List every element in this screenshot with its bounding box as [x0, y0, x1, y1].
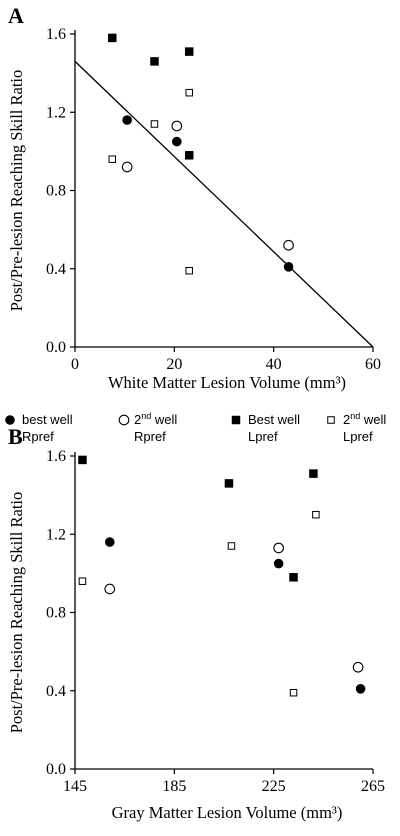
data-point-filled-circle	[122, 115, 132, 125]
x-tick-label: 185	[162, 778, 186, 795]
y-tick-label: 1.2	[46, 104, 66, 121]
data-point-filled-circle	[172, 136, 182, 147]
x-tick-label: 225	[262, 778, 286, 795]
data-point-filled-square	[224, 479, 234, 488]
y-tick-label: 0.4	[46, 261, 66, 278]
legend: best well Rpref 2nd well Rpref Best well Lpre…	[5, 411, 386, 444]
data-point-filled-square	[108, 33, 117, 43]
data-point-open-square	[227, 542, 236, 550]
data-point-open-circle	[104, 583, 116, 595]
chart-panel-a: A 0.0 0.4 0.8 1.2 1.6 0 20 40 60 White Matter Lesi…	[7, 3, 381, 392]
legend-label-line2: Rpref	[134, 429, 166, 444]
x-tick-label: 40	[266, 356, 282, 373]
data-point-filled-circle	[283, 261, 294, 272]
data-point-filled-circle	[104, 537, 115, 547]
x-axis-title: Gray Matter Lesion Volume (mm³)	[112, 803, 343, 822]
y-tick-label: 0.0	[46, 339, 66, 356]
data-point-open-circle	[171, 120, 183, 132]
panel-letter: B	[8, 424, 23, 449]
data-point-open-circle	[283, 239, 294, 251]
data-point-filled-circle	[273, 558, 284, 569]
y-tick-label: 1.2	[46, 526, 66, 543]
x-tick-label: 20	[166, 356, 182, 373]
data-point-open-square	[108, 155, 116, 163]
data-point-filled-circle	[355, 683, 366, 694]
data-point-filled-square	[184, 47, 194, 56]
y-axis-title: Post/Pre-lesion Reaching Skill Ratio	[7, 492, 26, 734]
chart-panel-b: B 0.0 0.4 0.8 1.2 1.6 145 185 225 265 Gray Matter …	[5, 411, 386, 822]
legend-label: Best well	[248, 412, 300, 427]
legend-label-line2: Rpref	[22, 429, 54, 444]
data-point-filled-square	[289, 573, 298, 582]
legend-marker-filled-circle	[5, 415, 15, 425]
y-tick-label: 1.6	[46, 448, 66, 465]
legend-label-line2: Lpref	[343, 429, 373, 444]
data-point-open-square	[78, 577, 87, 585]
y-tick-label: 0.8	[46, 605, 66, 622]
y-axis-title: Post/Pre-lesion Reaching Skill Ratio	[7, 70, 26, 312]
panel-letter: A	[8, 3, 24, 28]
y-tick-label: 1.6	[46, 26, 66, 43]
x-tick-label: 0	[71, 356, 79, 373]
data-point-open-square	[185, 266, 193, 275]
legend-marker-open-square	[327, 416, 335, 424]
data-point-open-square	[150, 120, 159, 128]
data-point-filled-square	[184, 151, 194, 160]
data-point-filled-square	[78, 455, 87, 465]
data-point-filled-square	[309, 469, 318, 478]
data-point-open-square	[312, 510, 320, 519]
x-axis-title: White Matter Lesion Volume (mm³)	[108, 373, 346, 392]
regression-line	[74, 60, 374, 348]
legend-label: best well	[22, 412, 73, 427]
y-tick-label: 0.0	[46, 761, 66, 778]
data-point-open-circle	[121, 161, 133, 173]
data-point-filled-square	[150, 57, 159, 66]
legend-marker-filled-square	[231, 415, 241, 425]
legend-label: 2nd well	[134, 411, 177, 427]
legend-marker-open-circle	[118, 414, 130, 426]
y-tick-label: 0.4	[46, 683, 66, 700]
data-point-open-circle	[273, 542, 284, 554]
legend-label: 2nd well	[343, 411, 386, 427]
y-tick-label: 0.8	[46, 183, 66, 200]
x-tick-label: 145	[63, 778, 87, 795]
legend-label-line2: Lpref	[248, 429, 278, 444]
data-point-open-circle	[352, 661, 364, 673]
data-point-open-square	[185, 88, 193, 97]
x-tick-label: 60	[365, 356, 381, 373]
x-tick-label: 265	[361, 778, 385, 795]
data-point-open-square	[289, 688, 298, 697]
